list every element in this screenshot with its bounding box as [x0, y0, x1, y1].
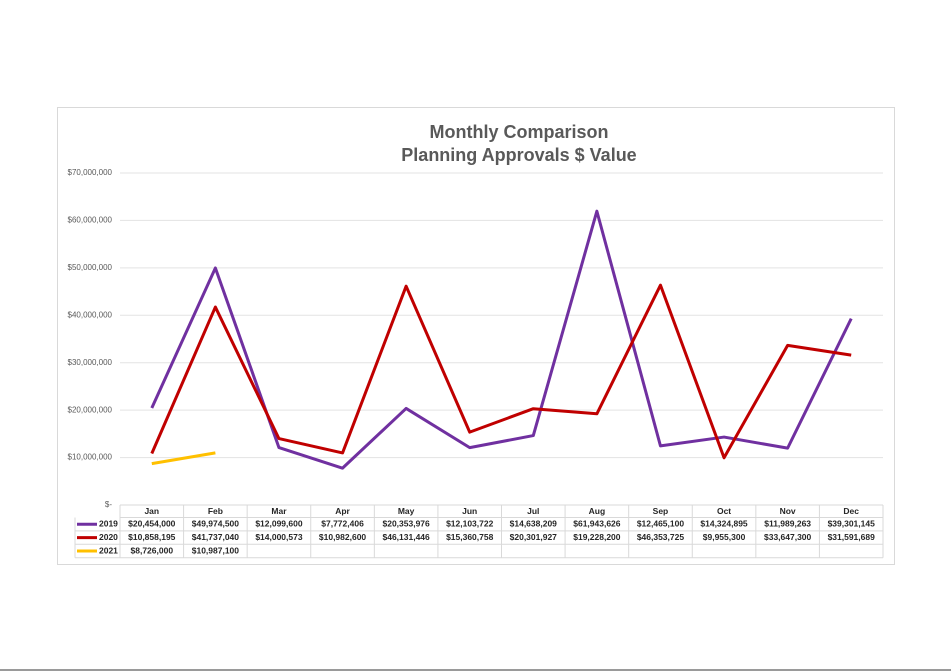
table-value: $39,301,145	[828, 518, 876, 528]
x-tick-label: Nov	[780, 506, 796, 516]
x-tick-label: Jul	[527, 506, 539, 516]
x-tick-label: Sep	[653, 506, 669, 516]
x-tick-label: Jan	[144, 506, 159, 516]
x-tick-label: Aug	[589, 506, 606, 516]
x-tick-label: May	[398, 506, 415, 516]
table-value: $10,982,600	[319, 532, 367, 542]
legend-label: 2020	[99, 532, 118, 542]
table-value: $49,974,500	[192, 518, 240, 528]
table-value: $19,228,200	[573, 532, 621, 542]
table-value: $14,000,573	[255, 532, 303, 542]
table-value: $15,360,758	[446, 532, 494, 542]
series-line	[151, 451, 216, 466]
x-tick-label: Mar	[271, 506, 287, 516]
chart-frame	[57, 107, 895, 565]
table-value: $20,301,927	[510, 532, 558, 542]
table-value: $10,987,100	[192, 545, 240, 555]
y-tick-label: $-	[105, 500, 112, 509]
table-value: $61,943,626	[573, 518, 621, 528]
table-value: $8,726,000	[131, 545, 174, 555]
x-tick-label: Oct	[717, 506, 731, 516]
table-value: $12,465,100	[637, 518, 685, 528]
y-tick-label: $40,000,000	[68, 310, 113, 319]
table-value: $20,353,976	[382, 518, 430, 528]
table-value: $46,131,446	[382, 532, 430, 542]
table-value: $12,103,722	[446, 518, 494, 528]
table-value: $14,638,209	[510, 518, 558, 528]
table-value: $41,737,040	[192, 532, 240, 542]
table-value: $31,591,689	[828, 532, 876, 542]
series-line	[150, 283, 852, 460]
table-value: $9,955,300	[703, 532, 746, 542]
y-tick-label: $50,000,000	[68, 263, 113, 272]
x-tick-label: Feb	[208, 506, 223, 516]
y-tick-label: $10,000,000	[68, 453, 113, 462]
table-value: $33,647,300	[764, 532, 812, 542]
table-value: $10,858,195	[128, 532, 176, 542]
table-value: $20,454,000	[128, 518, 176, 528]
chart-title: Monthly Comparison	[430, 122, 609, 142]
table-value: $7,772,406	[321, 518, 364, 528]
legend-label: 2021	[99, 545, 118, 555]
table-value: $11,989,263	[764, 518, 811, 528]
y-tick-label: $60,000,000	[68, 216, 113, 225]
chart-subtitle: Planning Approvals $ Value	[401, 145, 636, 165]
table-value: $46,353,725	[637, 532, 685, 542]
legend-label: 2019	[99, 518, 118, 528]
x-tick-label: Jun	[462, 506, 477, 516]
y-tick-label: $30,000,000	[68, 358, 113, 367]
table-value: $12,099,600	[255, 518, 303, 528]
y-tick-label: $20,000,000	[68, 405, 113, 414]
y-tick-label: $70,000,000	[68, 168, 113, 177]
table-value: $14,324,895	[700, 518, 748, 528]
x-tick-label: Apr	[335, 506, 350, 516]
x-tick-label: Dec	[843, 506, 859, 516]
